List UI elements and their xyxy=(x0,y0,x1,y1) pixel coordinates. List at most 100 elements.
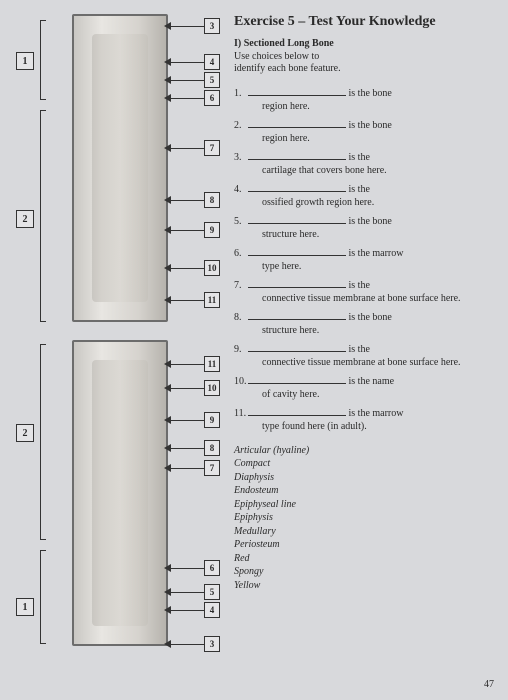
choice-item: Red xyxy=(234,552,498,566)
question-number: 11. xyxy=(234,407,248,421)
arrow-head-icon xyxy=(164,444,171,452)
top-bone-block: 1 2 34567891011 xyxy=(10,14,220,326)
question-after: is the bone xyxy=(346,216,392,227)
pointer-label: 6 xyxy=(204,90,220,106)
arrow-head-icon xyxy=(164,640,171,648)
region-2b-text: 2 xyxy=(23,428,28,439)
answer-blank[interactable] xyxy=(248,406,346,416)
arrow-head-icon xyxy=(164,76,171,84)
question-number: 1. xyxy=(234,87,248,101)
answer-blank[interactable] xyxy=(248,278,346,288)
region-1b-text: 1 xyxy=(23,602,28,613)
answer-blank[interactable] xyxy=(248,374,346,384)
arrow-head-icon xyxy=(164,226,171,234)
pointer-label: 4 xyxy=(204,54,220,70)
pointer-label: 5 xyxy=(204,584,220,600)
question-number: 2. xyxy=(234,119,248,133)
question-number: 9. xyxy=(234,343,248,357)
question-row: 9. is theconnective tissue membrane at b… xyxy=(234,342,498,370)
bone-texture-b xyxy=(92,360,148,626)
question-continuation: structure here. xyxy=(234,228,498,242)
pointer-arrow: 7 xyxy=(164,460,220,476)
question-row: 2. is the boneregion here. xyxy=(234,118,498,146)
bracket-2 xyxy=(40,110,46,322)
pointer-label: 7 xyxy=(204,460,220,476)
question-row: 10. is the nameof cavity here. xyxy=(234,374,498,402)
page-number: 47 xyxy=(484,679,494,690)
diagram-column: 1 2 34567891011 2 1 11109876543 xyxy=(10,14,220,664)
question-continuation: connective tissue membrane at bone surfa… xyxy=(234,292,498,306)
pointer-label: 10 xyxy=(204,380,220,396)
pointer-arrow: 11 xyxy=(164,356,220,372)
pointer-label: 11 xyxy=(204,292,220,308)
arrow-line xyxy=(171,26,204,27)
question-row: 11. is the marrowtype found here (in adu… xyxy=(234,406,498,434)
question-after: is the xyxy=(346,152,370,163)
question-number: 4. xyxy=(234,183,248,197)
answer-blank[interactable] xyxy=(248,150,346,160)
choice-item: Epiphyseal line xyxy=(234,498,498,512)
arrow-head-icon xyxy=(164,94,171,102)
arrow-line xyxy=(171,610,204,611)
answer-blank[interactable] xyxy=(248,214,346,224)
pointer-label: 3 xyxy=(204,18,220,34)
arrow-head-icon xyxy=(164,606,171,614)
region-2-text: 2 xyxy=(23,214,28,225)
pointer-arrow: 9 xyxy=(164,222,220,238)
question-row: 7. is theconnective tissue membrane at b… xyxy=(234,278,498,306)
arrow-line xyxy=(171,644,204,645)
pointer-label: 8 xyxy=(204,192,220,208)
pointer-label: 5 xyxy=(204,72,220,88)
question-row: 3. is thecartilage that covers bone here… xyxy=(234,150,498,178)
answer-blank[interactable] xyxy=(248,86,346,96)
arrow-line xyxy=(171,448,204,449)
choice-item: Compact xyxy=(234,457,498,471)
arrow-line xyxy=(171,230,204,231)
pointer-arrow: 8 xyxy=(164,440,220,456)
answer-blank[interactable] xyxy=(248,246,346,256)
text-column: Exercise 5 – Test Your Knowledge I) Sect… xyxy=(228,14,498,664)
pointer-label: 3 xyxy=(204,636,220,652)
instruction-1: Use choices below to xyxy=(234,51,498,64)
bone-image-bottom xyxy=(72,340,168,646)
pointer-arrow: 5 xyxy=(164,72,220,88)
pointer-arrow: 3 xyxy=(164,636,220,652)
question-continuation: of cavity here. xyxy=(234,388,498,402)
question-after: is the bone xyxy=(346,120,392,131)
answer-blank[interactable] xyxy=(248,118,346,128)
answer-blank[interactable] xyxy=(248,342,346,352)
question-after: is the name xyxy=(346,376,394,387)
arrow-head-icon xyxy=(164,144,171,152)
bracket-1b xyxy=(40,550,46,644)
question-continuation: connective tissue membrane at bone surfa… xyxy=(234,356,498,370)
question-continuation: type found here (in adult). xyxy=(234,420,498,434)
pointer-label: 10 xyxy=(204,260,220,276)
choice-item: Epiphysis xyxy=(234,511,498,525)
choice-item: Yellow xyxy=(234,579,498,593)
question-row: 5. is the bonestructure here. xyxy=(234,214,498,242)
pointer-arrow: 9 xyxy=(164,412,220,428)
region-label-2b: 2 xyxy=(16,424,34,442)
question-row: 4. is theossified growth region here. xyxy=(234,182,498,210)
question-row: 8. is the bonestructure here. xyxy=(234,310,498,338)
answer-blank[interactable] xyxy=(248,182,346,192)
pointer-label: 8 xyxy=(204,440,220,456)
pointer-label: 7 xyxy=(204,140,220,156)
question-continuation: structure here. xyxy=(234,324,498,338)
answer-blank[interactable] xyxy=(248,310,346,320)
arrow-head-icon xyxy=(164,564,171,572)
question-after: is the bone xyxy=(346,88,392,99)
question-continuation: cartilage that covers bone here. xyxy=(234,164,498,178)
question-after: is the xyxy=(346,280,370,291)
arrow-head-icon xyxy=(164,588,171,596)
pointer-arrow: 10 xyxy=(164,380,220,396)
pointer-arrow: 11 xyxy=(164,292,220,308)
choice-item: Endosteum xyxy=(234,484,498,498)
bottom-bone-block: 2 1 11109876543 xyxy=(10,340,220,650)
question-number: 7. xyxy=(234,279,248,293)
exercise-title: Exercise 5 – Test Your Knowledge xyxy=(234,14,498,30)
question-number: 10. xyxy=(234,375,248,389)
region-label-2: 2 xyxy=(16,210,34,228)
question-after: is the marrow xyxy=(346,408,404,419)
questions-list: 1. is the boneregion here.2. is the bone… xyxy=(234,86,498,434)
